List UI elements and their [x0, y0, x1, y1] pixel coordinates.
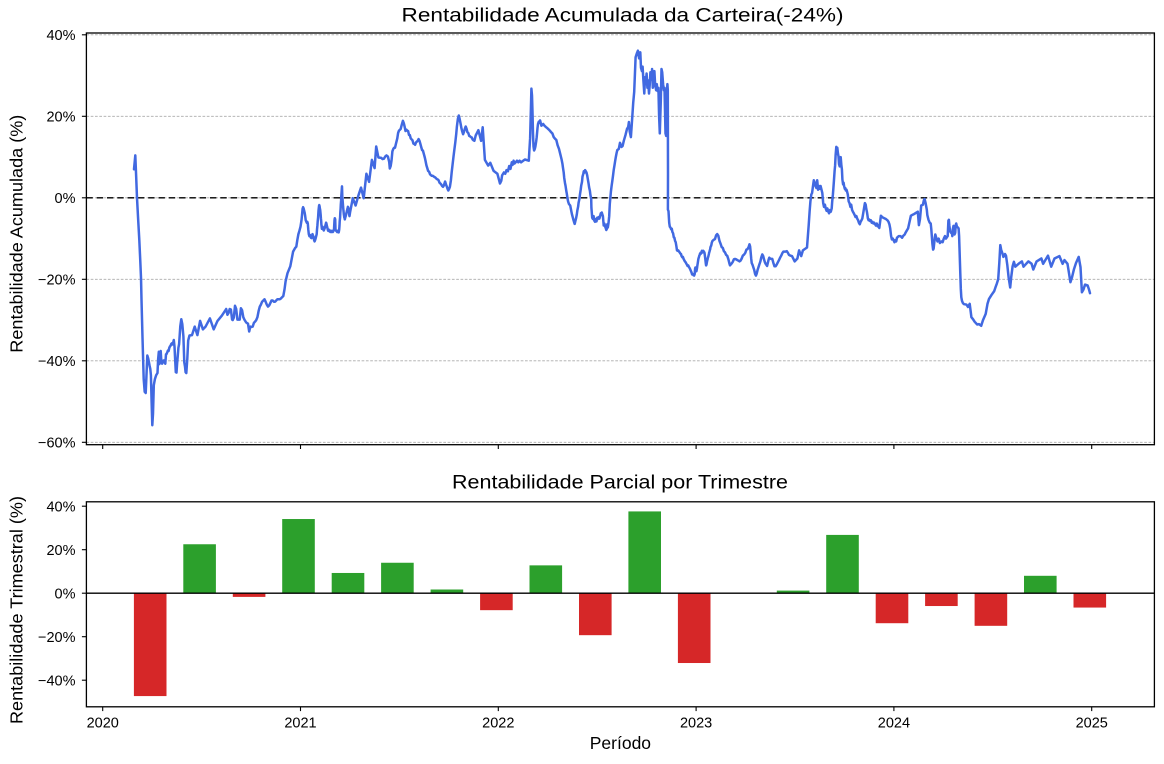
svg-text:20%: 20% [46, 109, 75, 125]
svg-text:40%: 40% [46, 28, 75, 44]
svg-text:Rentabilidade Acumulada (%): Rentabilidade Acumulada (%) [6, 115, 26, 353]
svg-text:2021: 2021 [284, 716, 316, 732]
svg-text:−60%: −60% [38, 435, 76, 451]
svg-text:Período: Período [590, 733, 651, 753]
svg-text:2024: 2024 [878, 716, 910, 732]
svg-text:2022: 2022 [482, 716, 514, 732]
svg-text:Rentabilidade Parcial por Trim: Rentabilidade Parcial por Trimestre [452, 473, 788, 494]
svg-text:Rentabilidade Acumulada da Car: Rentabilidade Acumulada da Carteira(-24%… [402, 5, 844, 26]
svg-text:−40%: −40% [38, 673, 76, 689]
svg-text:0%: 0% [55, 191, 76, 207]
svg-text:2020: 2020 [87, 716, 119, 732]
svg-text:Rentabilidade Trimestral (%): Rentabilidade Trimestral (%) [6, 496, 26, 724]
svg-text:20%: 20% [46, 543, 75, 559]
svg-text:40%: 40% [46, 499, 75, 515]
svg-text:−20%: −20% [38, 272, 76, 288]
svg-text:2023: 2023 [680, 716, 712, 732]
svg-text:2025: 2025 [1076, 716, 1108, 732]
svg-text:0%: 0% [55, 586, 76, 602]
svg-text:−20%: −20% [38, 630, 76, 646]
svg-text:−40%: −40% [38, 354, 76, 370]
